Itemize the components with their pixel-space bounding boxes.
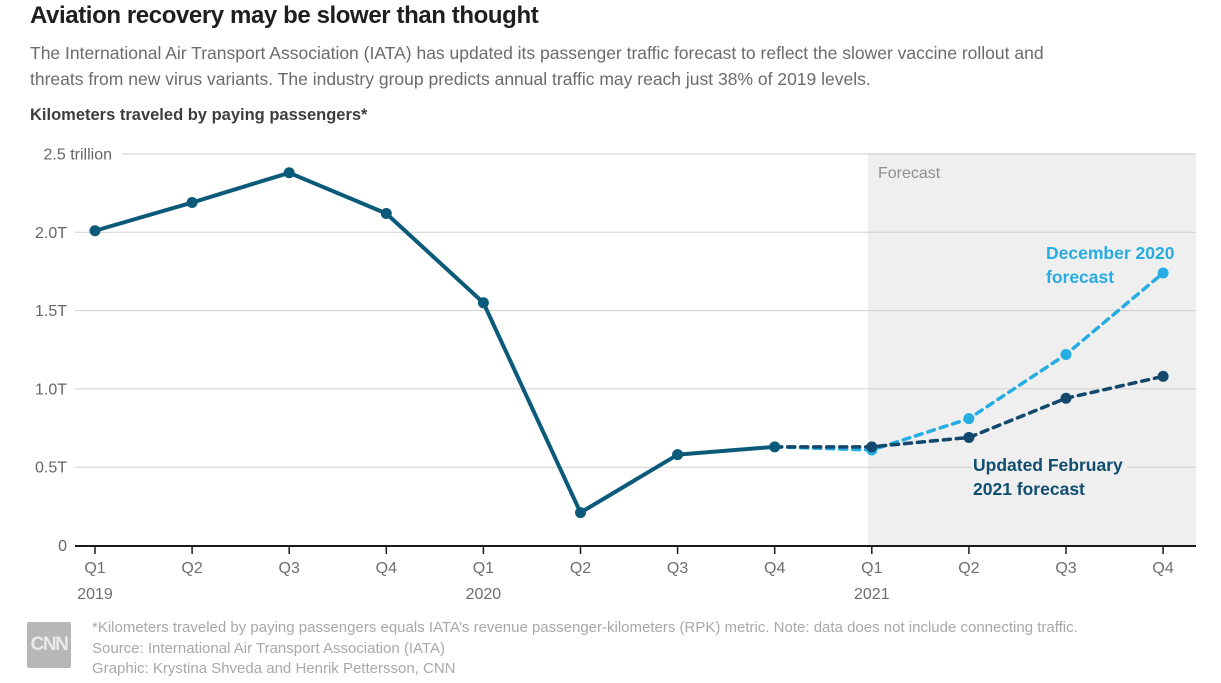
annotation-dec-line-1: December 2020 <box>1046 243 1175 263</box>
x-axis-tick-label: Q1 <box>84 560 105 577</box>
y-axis-tick-label: 2.0T <box>35 225 67 242</box>
source-line: Source: International Air Transport Asso… <box>92 639 445 657</box>
page-subtitle: The International Air Transport Associat… <box>30 40 1135 92</box>
annotation-february-2021-forecast: Updated February 2021 forecast <box>971 452 1127 503</box>
chart-kicker: Kilometers traveled by paying passengers… <box>30 106 368 124</box>
x-axis-tick-label: Q3 <box>667 560 688 577</box>
year-label: 2021 <box>854 586 890 603</box>
data-point <box>575 507 586 519</box>
x-axis-tick-label: Q1 <box>473 560 494 577</box>
data-point <box>283 167 295 179</box>
footer-credits: *Kilometers traveled by paying passenger… <box>92 618 1078 680</box>
data-point <box>1157 370 1169 382</box>
x-axis-tick-label: Q2 <box>958 560 979 577</box>
data-point <box>477 297 489 309</box>
annotation-dec-line-2: forecast <box>1046 267 1115 287</box>
data-point <box>963 431 975 443</box>
data-point <box>89 225 101 237</box>
data-point <box>1060 392 1072 404</box>
credit-line: Graphic: Krystina Shveda and Henrik Pett… <box>92 660 456 677</box>
x-axis-tick-label: Q3 <box>279 560 300 577</box>
x-axis-tick-label: Q4 <box>376 560 397 577</box>
year-label: 2020 <box>466 586 502 603</box>
cnn-logo: CNN <box>27 622 71 668</box>
x-axis-tick-label: Q2 <box>570 560 591 577</box>
y-axis-tick-label: 1.5T <box>35 303 67 320</box>
y-axis-tick-label: 1.0T <box>35 381 67 398</box>
annotation-feb-line-2: 2021 forecast <box>973 479 1085 499</box>
subtitle-line-2: threats from new virus variants. The ind… <box>30 69 871 89</box>
data-point <box>866 441 878 453</box>
x-axis-tick-label: Q2 <box>181 560 202 577</box>
annotation-feb-line-1: Updated February <box>973 455 1123 475</box>
annotation-december-2020-forecast: December 2020 forecast <box>1046 241 1174 289</box>
data-point <box>186 197 198 209</box>
forecast-region-label: Forecast <box>878 165 941 182</box>
x-axis-tick-label: Q1 <box>861 560 882 577</box>
x-axis-tick-label: Q4 <box>764 560 785 577</box>
data-point <box>672 449 684 461</box>
x-axis-tick-label: Q4 <box>1152 560 1173 577</box>
y-axis-tick-label: 0 <box>58 538 67 555</box>
cnn-logo-text: CNN <box>30 634 69 655</box>
y-axis-tick-label: 0.5T <box>35 460 67 477</box>
x-axis-tick-label: Q3 <box>1055 560 1076 577</box>
series-line <box>93 170 777 515</box>
data-point <box>380 208 392 220</box>
data-point <box>963 413 975 425</box>
data-point <box>1060 348 1072 360</box>
year-label: 2019 <box>77 586 113 603</box>
footnote: *Kilometers traveled by paying passenger… <box>92 619 1078 636</box>
data-point <box>769 441 781 453</box>
y-axis-tick-label: 2.5 trillion <box>44 147 112 164</box>
data-point <box>1157 267 1169 279</box>
page-title: Aviation recovery may be slower than tho… <box>30 2 539 29</box>
subtitle-line-1: The International Air Transport Associat… <box>30 43 1044 63</box>
